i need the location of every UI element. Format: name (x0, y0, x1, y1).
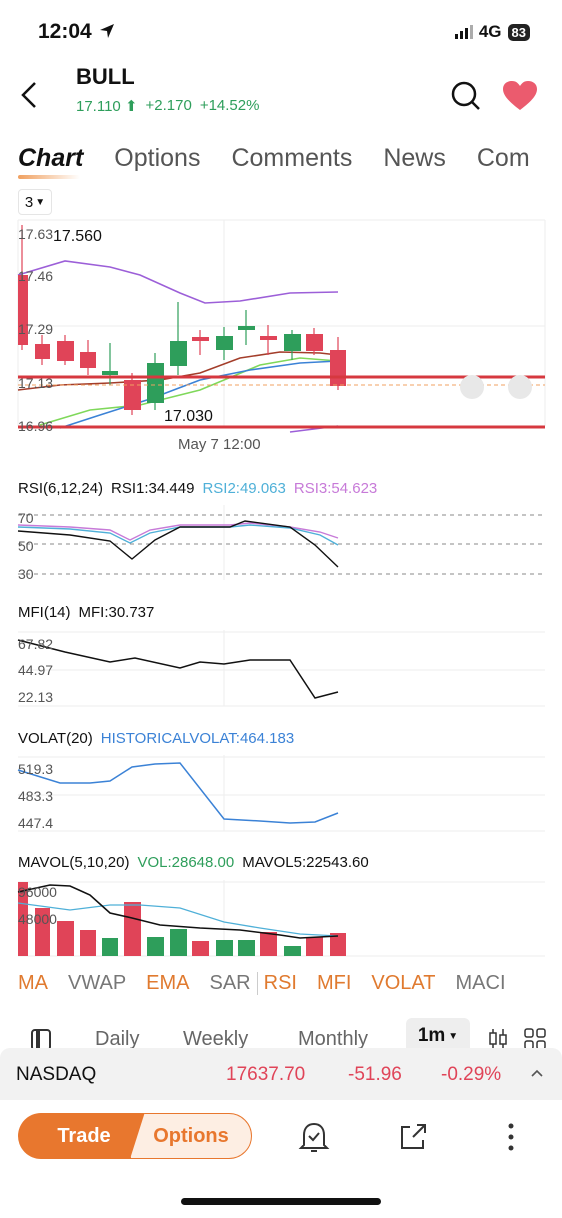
price-alert-bell-icon[interactable] (298, 1120, 330, 1154)
mavol-header: MAVOL(5,10,20) VOL:28648.00 MAVOL5:22543… (18, 854, 369, 871)
tab-com[interactable]: Com (476, 144, 530, 172)
home-indicator (181, 1198, 381, 1205)
tab-news[interactable]: News (383, 144, 446, 172)
rsi-level: 50 (18, 538, 34, 554)
volat-level: 519.3 (18, 761, 54, 777)
mfi-title: MFI(14) (18, 604, 71, 621)
index-name: NASDAQ (16, 1064, 97, 1085)
mfi-header: MFI(14) MFI:30.737 (18, 604, 154, 621)
rsi-chart (17, 505, 545, 580)
index-ticker-bar[interactable]: NASDAQ 17637.70 -51.96 -0.29% (0, 1048, 562, 1100)
status-indicators: 4G 83 (454, 22, 530, 42)
rsi2-value: RSI2:49.063 (202, 480, 286, 497)
candles (18, 225, 346, 415)
indicator-ma[interactable]: MA (18, 972, 48, 994)
y-axis-label: 16.96 (18, 418, 54, 434)
search-icon[interactable] (450, 80, 482, 112)
volat-chart (17, 755, 545, 832)
indicator-vwap[interactable]: VWAP (68, 972, 127, 994)
range-weekly[interactable]: Weekly (183, 1028, 249, 1050)
rsi-header: RSI(6,12,24) RSI1:34.449 RSI2:49.063 RSI… (18, 480, 377, 497)
period-select[interactable]: 3 ▼ (18, 189, 52, 215)
candlestick-chart[interactable] (0, 215, 562, 455)
y-axis-label: 17.63 (18, 226, 54, 242)
volat-value: HISTORICALVOLAT:464.183 (100, 730, 295, 747)
up-arrow-icon: ⬆ (124, 98, 138, 115)
range-monthly[interactable]: Monthly (298, 1028, 369, 1050)
low-price-label: 17.030 (164, 408, 213, 425)
location-arrow-icon (99, 24, 114, 38)
rsi-level: 70 (18, 510, 34, 526)
x-axis-label: May 7 12:00 (178, 436, 261, 453)
caret-down-icon: ▼ (448, 1030, 459, 1042)
indicator-ema[interactable]: EMA (146, 972, 190, 994)
mavol-title: MAVOL(5,10,20) (18, 854, 130, 871)
vol-value: VOL:28648.00 (137, 854, 235, 871)
volat-header: VOLAT(20) HISTORICALVOLAT:464.183 (18, 730, 294, 747)
y-axis-label: 17.13 (18, 375, 54, 391)
more-options-icon[interactable] (505, 1120, 517, 1154)
chevron-up-icon[interactable] (530, 1068, 544, 1078)
price-change-pct: +14.52% (199, 97, 260, 114)
indicator-rsi[interactable]: RSI (263, 972, 297, 994)
index-value: 17637.70 (226, 1064, 306, 1085)
mavol-level: 96000 (18, 884, 57, 900)
high-price-label: 17.560 (53, 228, 102, 245)
tab-options[interactable]: Options (114, 144, 201, 172)
trade-button[interactable]: Trade (18, 1113, 150, 1159)
tab-comments[interactable]: Comments (231, 144, 353, 172)
status-time: 12:04 (38, 20, 116, 44)
volat-level: 483.3 (18, 788, 54, 804)
caret-down-icon: ▼ (35, 196, 46, 208)
candle-type-icon[interactable] (488, 1028, 508, 1050)
grid-layout-icon[interactable] (524, 1028, 546, 1050)
price-change: +2.170 (145, 97, 192, 114)
battery-icon: 83 (507, 23, 530, 41)
ticker-symbol: BULL (76, 64, 135, 89)
share-icon[interactable] (397, 1121, 429, 1153)
range-daily[interactable]: Daily (95, 1028, 140, 1050)
index-change: -51.96 (348, 1064, 402, 1085)
indicator-mfi[interactable]: MFI (316, 972, 352, 994)
mfi-level: 44.97 (18, 662, 54, 678)
quote-line: 17.110 ⬆ +2.170 +14.52% (76, 97, 259, 115)
mavol-level: 48000 (18, 911, 57, 927)
mfi-value: MFI:30.737 (78, 604, 155, 621)
signal-icon (454, 25, 473, 39)
indicator-sar[interactable]: SAR (210, 972, 258, 995)
mfi-level: 22.13 (18, 689, 54, 705)
rsi3-value: RSI3:54.623 (293, 480, 378, 497)
network-label: 4G (478, 22, 502, 41)
back-icon[interactable] (18, 80, 40, 110)
volume-chart (17, 880, 545, 957)
indicator-bar: MA VWAP EMA SAR RSI MFI VOLAT MACI (18, 972, 506, 995)
index-change-pct: -0.29% (441, 1064, 502, 1085)
rsi-title: RSI(6,12,24) (18, 480, 104, 497)
mfi-chart (17, 630, 545, 707)
price: 17.110 ⬆ (76, 98, 138, 115)
options-button[interactable]: Options (130, 1113, 252, 1159)
y-axis-label: 17.46 (18, 268, 54, 284)
y-axis-label: 17.29 (18, 321, 54, 337)
favorite-heart-icon[interactable] (502, 80, 538, 112)
mfi-level: 67.82 (18, 636, 54, 652)
tab-chart[interactable]: Chart (18, 144, 84, 179)
indicator-macd[interactable]: MACI (455, 972, 506, 994)
volat-title: VOLAT(20) (18, 730, 93, 747)
mavol5-value: MAVOL5:22543.60 (242, 854, 369, 871)
tab-bar: Chart Options Comments News Com (18, 144, 530, 179)
indicator-volat[interactable]: VOLAT (371, 972, 436, 994)
rsi-level: 30 (18, 566, 34, 582)
volat-level: 447.4 (18, 815, 54, 831)
rsi1-value: RSI1:34.449 (111, 480, 195, 497)
